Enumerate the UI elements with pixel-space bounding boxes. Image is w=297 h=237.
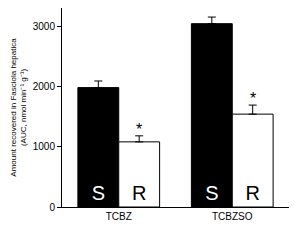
svg-text:0: 0 [49,202,55,213]
svg-text:Amount recovered in Fasciola h: Amount recovered in Fasciola hepatica(AU… [9,38,28,177]
svg-text:*: * [136,121,142,138]
svg-text:2000: 2000 [33,81,56,92]
svg-text:S: S [205,182,218,204]
svg-text:TCBZSO: TCBZSO [212,211,253,222]
svg-text:*: * [250,90,256,107]
svg-text:3000: 3000 [33,21,56,32]
svg-text:TCBZ: TCBZ [106,211,132,222]
svg-text:R: R [132,182,146,204]
svg-text:R: R [245,182,259,204]
svg-text:1000: 1000 [33,141,56,152]
svg-text:S: S [92,182,105,204]
